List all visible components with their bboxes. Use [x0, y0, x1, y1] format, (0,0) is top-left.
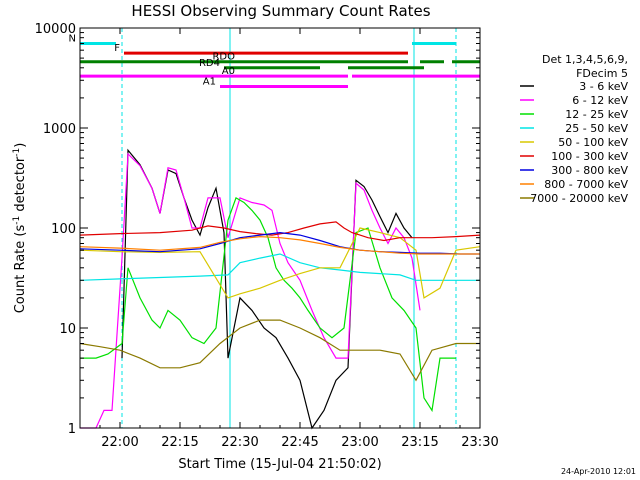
- flag-label-a1: A1: [203, 77, 216, 88]
- flag-label-rd4: RD4: [199, 58, 220, 69]
- y-tick-label: 1: [68, 422, 76, 437]
- series-line-1: [80, 152, 421, 429]
- series-line-3: [79, 253, 480, 281]
- x-tick-label: 22:15: [161, 435, 198, 450]
- y-tick-label: 10: [59, 322, 76, 337]
- y-tick-label: 1000: [43, 122, 76, 137]
- flag-label-a0: A0: [222, 66, 235, 77]
- series-line-2: [80, 197, 456, 413]
- y-axis-label-exp2: -1: [12, 148, 22, 157]
- flag-label-f: F: [114, 43, 120, 54]
- flag-label-rdo: RDO: [212, 52, 235, 63]
- y-tick-label: 10000: [35, 22, 76, 37]
- legend-entry-label: 300 - 800 keV: [551, 164, 628, 177]
- footer-timestamp: 24-Apr-2010 12:01: [561, 467, 636, 476]
- x-tick-label: 22:00: [101, 435, 138, 450]
- y-axis-label-main: Count Rate (s: [13, 225, 28, 314]
- x-tick-label: 22:45: [281, 435, 318, 450]
- x-tick-label: 23:15: [401, 435, 438, 450]
- legend-entry-label: 800 - 7000 keV: [544, 178, 628, 191]
- legend-entry-label: 100 - 300 keV: [551, 150, 628, 163]
- y-tick-label: 100: [51, 222, 76, 237]
- legend-entry-label: 6 - 12 keV: [572, 94, 628, 107]
- y-axis-label: Count Rate (s-1 detector-1): [12, 143, 28, 314]
- x-tick-label: 23:30: [461, 435, 498, 450]
- y-axis-label-exp1: -1: [12, 216, 22, 225]
- legend-entry-label: 12 - 25 keV: [565, 108, 628, 121]
- legend-entry-label: 25 - 50 keV: [565, 122, 628, 135]
- legend-entry-label: 7000 - 20000 keV: [530, 192, 628, 205]
- flag-label-n: N: [69, 33, 76, 44]
- series-line-4: [79, 227, 481, 299]
- legend-header-detectors: Det 1,3,4,5,6,9,: [542, 53, 628, 66]
- y-axis-label-end: ): [13, 143, 28, 148]
- axes: 22:00 22:15 22:30 22:45 23:00 23:15 23:30 1 10 10…: [35, 22, 499, 450]
- x-tick-label: 22:30: [221, 435, 258, 450]
- series-line-8: [79, 319, 480, 382]
- series-line-6: [79, 231, 480, 255]
- x-tick-label: 23:00: [341, 435, 378, 450]
- y-axis-label-mid: detector: [13, 156, 28, 216]
- series-line-0: [121, 148, 413, 430]
- x-axis-label: Start Time (15-Jul-04 21:50:02): [178, 457, 381, 472]
- series-line-5: [79, 221, 481, 242]
- series-line-7: [79, 235, 480, 255]
- legend-header-fdecim: FDecim 5: [576, 67, 628, 80]
- legend-entry-label: 3 - 6 keV: [579, 80, 628, 93]
- legend-entry-label: 50 - 100 keV: [558, 136, 628, 149]
- chart-title: HESSI Observing Summary Count Rates: [131, 2, 430, 20]
